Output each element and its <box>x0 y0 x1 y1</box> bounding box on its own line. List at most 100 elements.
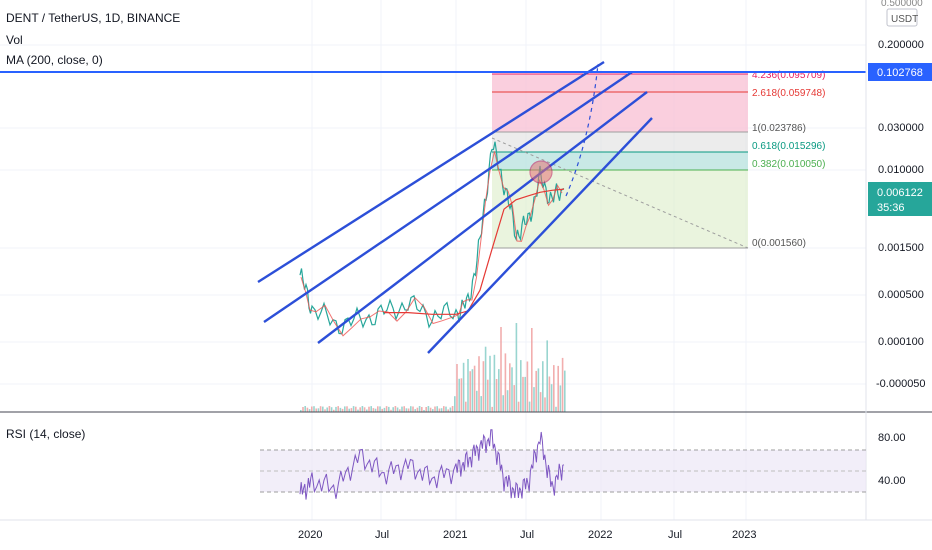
volume-bar <box>447 409 449 412</box>
channel-line-4[interactable] <box>427 117 653 354</box>
volume-bar <box>471 369 474 412</box>
currency-label: USDT <box>891 14 918 25</box>
rsi-tick: 40.00 <box>878 475 906 487</box>
volume-bar <box>502 395 504 412</box>
volume-bar <box>355 406 357 412</box>
volume-bar <box>498 369 500 412</box>
volume-bar <box>509 363 511 412</box>
volume-bar <box>511 367 513 412</box>
volume-bar <box>412 406 414 412</box>
volume-bar <box>469 371 471 412</box>
volume-bar <box>315 408 317 412</box>
volume-bar <box>337 406 339 412</box>
price-tick: 0.200000 <box>878 39 924 51</box>
fib-zone-upper <box>492 74 748 132</box>
volume-bar <box>344 406 346 412</box>
volume-bar <box>436 406 438 412</box>
volume-bar <box>385 406 388 412</box>
volume-bar <box>531 328 533 412</box>
channel-line-2[interactable] <box>263 71 633 323</box>
price-axis[interactable]: 0.500000 USDT 0.200000 0.030000 0.010000… <box>868 0 932 390</box>
volume-bar <box>313 406 315 412</box>
time-tick: 2020 <box>298 529 322 541</box>
volume-bar <box>539 392 542 412</box>
highlight-circle[interactable] <box>529 160 553 184</box>
volume-bar <box>526 361 529 412</box>
volume-bar <box>421 407 423 412</box>
channel-line-1[interactable] <box>257 60 605 284</box>
fib-zone-0618-0382 <box>492 152 748 170</box>
volume-bar <box>458 378 460 412</box>
volume-bar <box>401 406 403 412</box>
fib-extension-tool[interactable]: 4.236(0.095709) 2.618(0.059748) 1(0.0237… <box>491 70 825 249</box>
fib-zone-1-0618 <box>492 132 748 152</box>
rsi-axis[interactable]: 80.00 40.00 <box>878 432 906 487</box>
time-tick: Jul <box>520 529 534 541</box>
volume-bar <box>302 407 304 412</box>
price-tick: 0.030000 <box>878 122 924 134</box>
ma-200-line <box>384 188 565 315</box>
volume-bar <box>495 379 498 412</box>
volume-bar <box>341 408 344 412</box>
volume-bar <box>328 406 331 412</box>
rsi-panel[interactable]: RSI (14, close) <box>6 427 866 500</box>
volume-bar <box>460 378 463 412</box>
volume-bar <box>423 410 425 412</box>
volume-bar <box>489 355 491 412</box>
volume-bar <box>418 406 421 412</box>
time-axis[interactable]: 2020 Jul 2021 Jul 2022 Jul 2023 <box>298 529 756 541</box>
price-tick: 0.000500 <box>878 289 924 301</box>
volume-bar <box>308 409 311 412</box>
volume-bar <box>366 409 368 412</box>
time-tick: Jul <box>668 529 682 541</box>
channel-line-3[interactable] <box>317 91 648 344</box>
volume-bar <box>352 406 355 412</box>
fib-label-2618: 2.618(0.059748) <box>752 88 825 99</box>
volume-bar <box>513 385 515 412</box>
volume-bar <box>454 396 456 412</box>
volume-bar <box>537 368 540 412</box>
volume-bar <box>493 354 496 412</box>
last-price: 0.006122 <box>877 187 923 199</box>
volume-bar <box>300 410 302 412</box>
rsi-line <box>299 429 565 500</box>
volume-bar <box>326 407 328 412</box>
volume-bar <box>330 407 333 412</box>
volume-bar <box>548 376 551 412</box>
volume-bar <box>339 407 342 412</box>
volume-bar <box>524 376 526 412</box>
volume-bar <box>333 409 335 412</box>
volume-bar <box>559 385 562 412</box>
fib-zone-lower <box>492 170 748 248</box>
ma-indicator-label[interactable]: MA (200, close, 0) <box>6 53 103 67</box>
projection-curve <box>565 63 599 197</box>
volume-bar <box>324 409 326 412</box>
time-tick: 2021 <box>443 529 467 541</box>
volume-indicator-label[interactable]: Vol <box>6 33 23 47</box>
volume-bar <box>520 360 522 412</box>
channel-lines[interactable] <box>257 60 653 354</box>
currency-box[interactable] <box>886 8 918 27</box>
volume-bar <box>484 346 487 412</box>
rsi-tick: 80.00 <box>878 432 906 444</box>
volume-bar <box>451 406 454 412</box>
price-tick: -0.000050 <box>876 378 926 390</box>
volume-bar <box>405 408 408 412</box>
volume-bar <box>528 401 531 412</box>
time-tick: Jul <box>375 529 389 541</box>
volume-bar <box>500 327 502 412</box>
volume-bar <box>317 408 320 412</box>
volume-bar <box>544 397 546 412</box>
volume-bar <box>370 406 372 412</box>
volume-bar <box>506 390 509 412</box>
fib-label-0: 0(0.001560) <box>752 238 806 249</box>
rsi-label[interactable]: RSI (14, close) <box>6 427 85 441</box>
volume-bar <box>396 407 399 412</box>
volume-bar <box>487 379 489 412</box>
volume-bar <box>504 353 507 412</box>
volume-bar <box>403 406 405 412</box>
volume-bar <box>381 408 383 412</box>
horizontal-line-badge <box>868 63 932 81</box>
volume-bar <box>427 406 430 412</box>
